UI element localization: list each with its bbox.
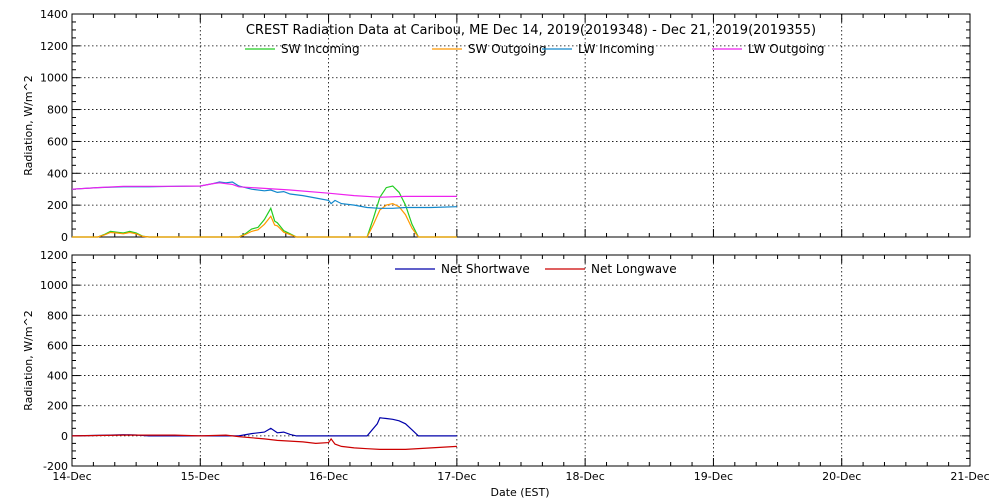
legend-label: LW Outgoing xyxy=(748,42,825,56)
series-line xyxy=(72,185,457,238)
y-tick-label: 200 xyxy=(47,199,68,212)
x-axis-label: Date (EST) xyxy=(490,486,549,499)
y-tick-label: -200 xyxy=(43,460,68,473)
series-line xyxy=(71,182,457,198)
x-tick-label: 17-Dec xyxy=(437,470,476,483)
series-line xyxy=(71,417,457,437)
legend-label: SW Incoming xyxy=(281,42,360,56)
legend-label: Net Longwave xyxy=(591,262,677,276)
legend-label: SW Outgoing xyxy=(468,42,547,56)
plot-frame xyxy=(71,254,971,467)
y-tick-label: 1200 xyxy=(40,249,68,262)
y-tick-label: 0 xyxy=(61,231,68,244)
legend-label: LW Incoming xyxy=(578,42,655,56)
x-tick-label: 16-Dec xyxy=(309,470,348,483)
y-tick-label: 0 xyxy=(61,430,68,443)
x-tick-label: 21-Dec xyxy=(950,470,989,483)
x-tick-label: 20-Dec xyxy=(822,470,861,483)
series-line xyxy=(72,202,457,238)
x-tick-label: 14-Dec xyxy=(52,470,91,483)
y-tick-label: 600 xyxy=(47,339,68,352)
y-tick-label: 600 xyxy=(47,135,68,148)
bottom-panel: -200 0 200 400 600 800 1000 1200 14-Dec 15-Dec 16-… xyxy=(22,249,990,483)
legend-label: Net Shortwave xyxy=(441,262,530,276)
y-tick-label: 200 xyxy=(47,400,68,413)
top-panel: 0 200 400 600 800 1000 1200 1400 Radiation, W/m^… xyxy=(22,8,971,244)
y-axis-label: Radiation, W/m^2 xyxy=(22,310,35,411)
y-tick-label: 400 xyxy=(47,167,68,180)
y-tick-label: 400 xyxy=(47,370,68,383)
y-tick-label: 800 xyxy=(47,309,68,322)
y-axis-label: Radiation, W/m^2 xyxy=(22,75,35,176)
y-tick-label: 1000 xyxy=(40,279,68,292)
series-line xyxy=(71,434,457,450)
chart-title: CREST Radiation Data at Caribou, ME Dec … xyxy=(246,23,816,38)
y-tick-label: 1400 xyxy=(40,8,68,21)
y-tick-label: 1200 xyxy=(40,40,68,53)
x-tick-label: 15-Dec xyxy=(181,470,220,483)
x-tick-label: 18-Dec xyxy=(566,470,605,483)
y-tick-label: 800 xyxy=(47,104,68,117)
x-tick-label: 19-Dec xyxy=(694,470,733,483)
y-tick-label: 1000 xyxy=(40,72,68,85)
